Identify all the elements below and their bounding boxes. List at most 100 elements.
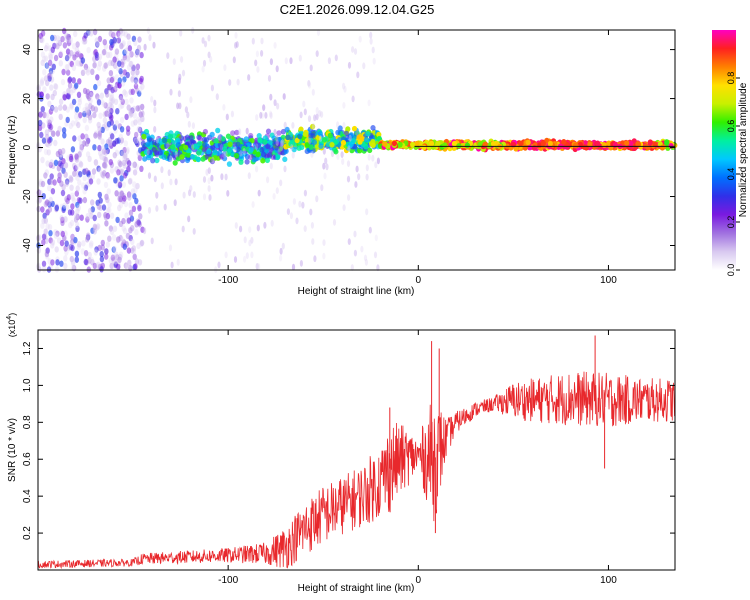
faint-blob xyxy=(260,112,265,119)
colorbar-tick-label: 0.8 xyxy=(726,72,736,85)
noise-blob xyxy=(50,200,55,208)
noise-blob xyxy=(123,153,128,160)
signal-blob xyxy=(264,157,270,164)
noise-blob xyxy=(132,161,137,168)
noise-blob xyxy=(44,253,50,260)
noise-blob xyxy=(75,213,80,220)
faint-blob xyxy=(224,173,228,181)
noise-blob xyxy=(57,39,63,47)
noise-blob xyxy=(42,212,47,219)
faint-blob xyxy=(205,168,209,176)
noise-blob xyxy=(118,201,124,209)
noise-blob xyxy=(60,78,66,86)
noise-blob xyxy=(96,64,102,71)
noise-blob xyxy=(119,168,125,175)
signal-blob xyxy=(190,154,196,160)
faint-blob xyxy=(150,237,154,245)
noise-blob xyxy=(44,129,50,136)
noise-blob xyxy=(83,63,89,70)
noise-blob xyxy=(68,175,73,182)
noise-blob xyxy=(121,181,127,188)
snr-ytick-label: 1.0 xyxy=(22,378,33,392)
noise-blob xyxy=(123,262,129,269)
noise-blob xyxy=(70,203,75,210)
faint-blob xyxy=(354,181,358,188)
noise-blob xyxy=(109,262,115,270)
faint-blob xyxy=(269,58,273,66)
faint-blob xyxy=(372,57,376,65)
faint-blob xyxy=(342,82,346,90)
faint-blob xyxy=(187,215,191,223)
noise-blob xyxy=(77,241,82,248)
noise-blob xyxy=(41,266,47,273)
faint-blob xyxy=(211,156,215,164)
noise-blob xyxy=(70,120,76,127)
faint-blob xyxy=(177,90,181,98)
noise-blob xyxy=(104,143,109,150)
signal-blob xyxy=(274,144,280,151)
noise-blob xyxy=(84,102,90,110)
noise-blob xyxy=(104,248,109,255)
faint-blob xyxy=(283,165,287,173)
noise-blob xyxy=(120,29,126,37)
noise-blob xyxy=(61,27,67,35)
faint-blob xyxy=(365,208,369,216)
signal-blob xyxy=(188,135,194,141)
noise-blob xyxy=(138,77,143,85)
faint-blob xyxy=(353,230,357,238)
noise-blob xyxy=(57,172,62,179)
noise-blob xyxy=(66,37,72,44)
noise-blob xyxy=(137,118,142,126)
noise-blob xyxy=(106,188,111,195)
noise-blob xyxy=(113,86,118,93)
signal-blob xyxy=(421,144,427,151)
signal-blob xyxy=(235,146,241,153)
noise-blob xyxy=(47,59,53,66)
faint-blob xyxy=(232,56,236,64)
faint-blob xyxy=(322,162,326,170)
noise-blob xyxy=(103,214,109,221)
faint-blob xyxy=(313,114,317,122)
snr-ytick-label: 1.2 xyxy=(22,341,33,355)
faint-blob xyxy=(319,135,323,142)
snr-xtick-label: -100 xyxy=(218,575,238,586)
noise-blob xyxy=(98,150,103,157)
faint-blob xyxy=(168,244,173,252)
noise-blob xyxy=(74,82,79,89)
signal-blob xyxy=(321,137,327,143)
noise-blob xyxy=(135,68,140,76)
noise-blob xyxy=(101,101,107,108)
noise-blob xyxy=(54,266,60,273)
noise-blob xyxy=(65,92,71,100)
signal-blob xyxy=(167,154,173,161)
signal-blob xyxy=(410,141,416,148)
signal-blob xyxy=(166,138,172,145)
noise-blob xyxy=(97,133,103,141)
faint-blob xyxy=(340,151,344,159)
faint-blob xyxy=(217,133,221,141)
noise-blob xyxy=(136,219,141,226)
noise-blob xyxy=(115,254,120,261)
noise-blob xyxy=(53,232,59,239)
noise-blob xyxy=(96,79,102,87)
noise-blob xyxy=(39,80,45,87)
signal-blob xyxy=(235,141,241,148)
faint-blob xyxy=(356,71,360,79)
noise-blob xyxy=(50,239,56,246)
faint-blob xyxy=(368,226,372,234)
noise-blob xyxy=(105,212,111,220)
snr-ytick-label: 0.2 xyxy=(22,526,33,540)
faint-blob xyxy=(251,37,255,45)
noise-blob xyxy=(116,30,121,37)
noise-blob xyxy=(53,83,58,90)
noise-blob xyxy=(133,79,139,86)
noise-blob xyxy=(119,190,124,197)
noise-blob xyxy=(120,58,125,65)
signal-blob xyxy=(451,140,457,147)
noise-blob xyxy=(99,98,105,106)
noise-blob xyxy=(114,149,120,156)
faint-blob xyxy=(367,99,371,107)
signal-blob xyxy=(370,142,376,149)
faint-blob xyxy=(353,48,358,55)
noise-blob xyxy=(44,169,49,176)
